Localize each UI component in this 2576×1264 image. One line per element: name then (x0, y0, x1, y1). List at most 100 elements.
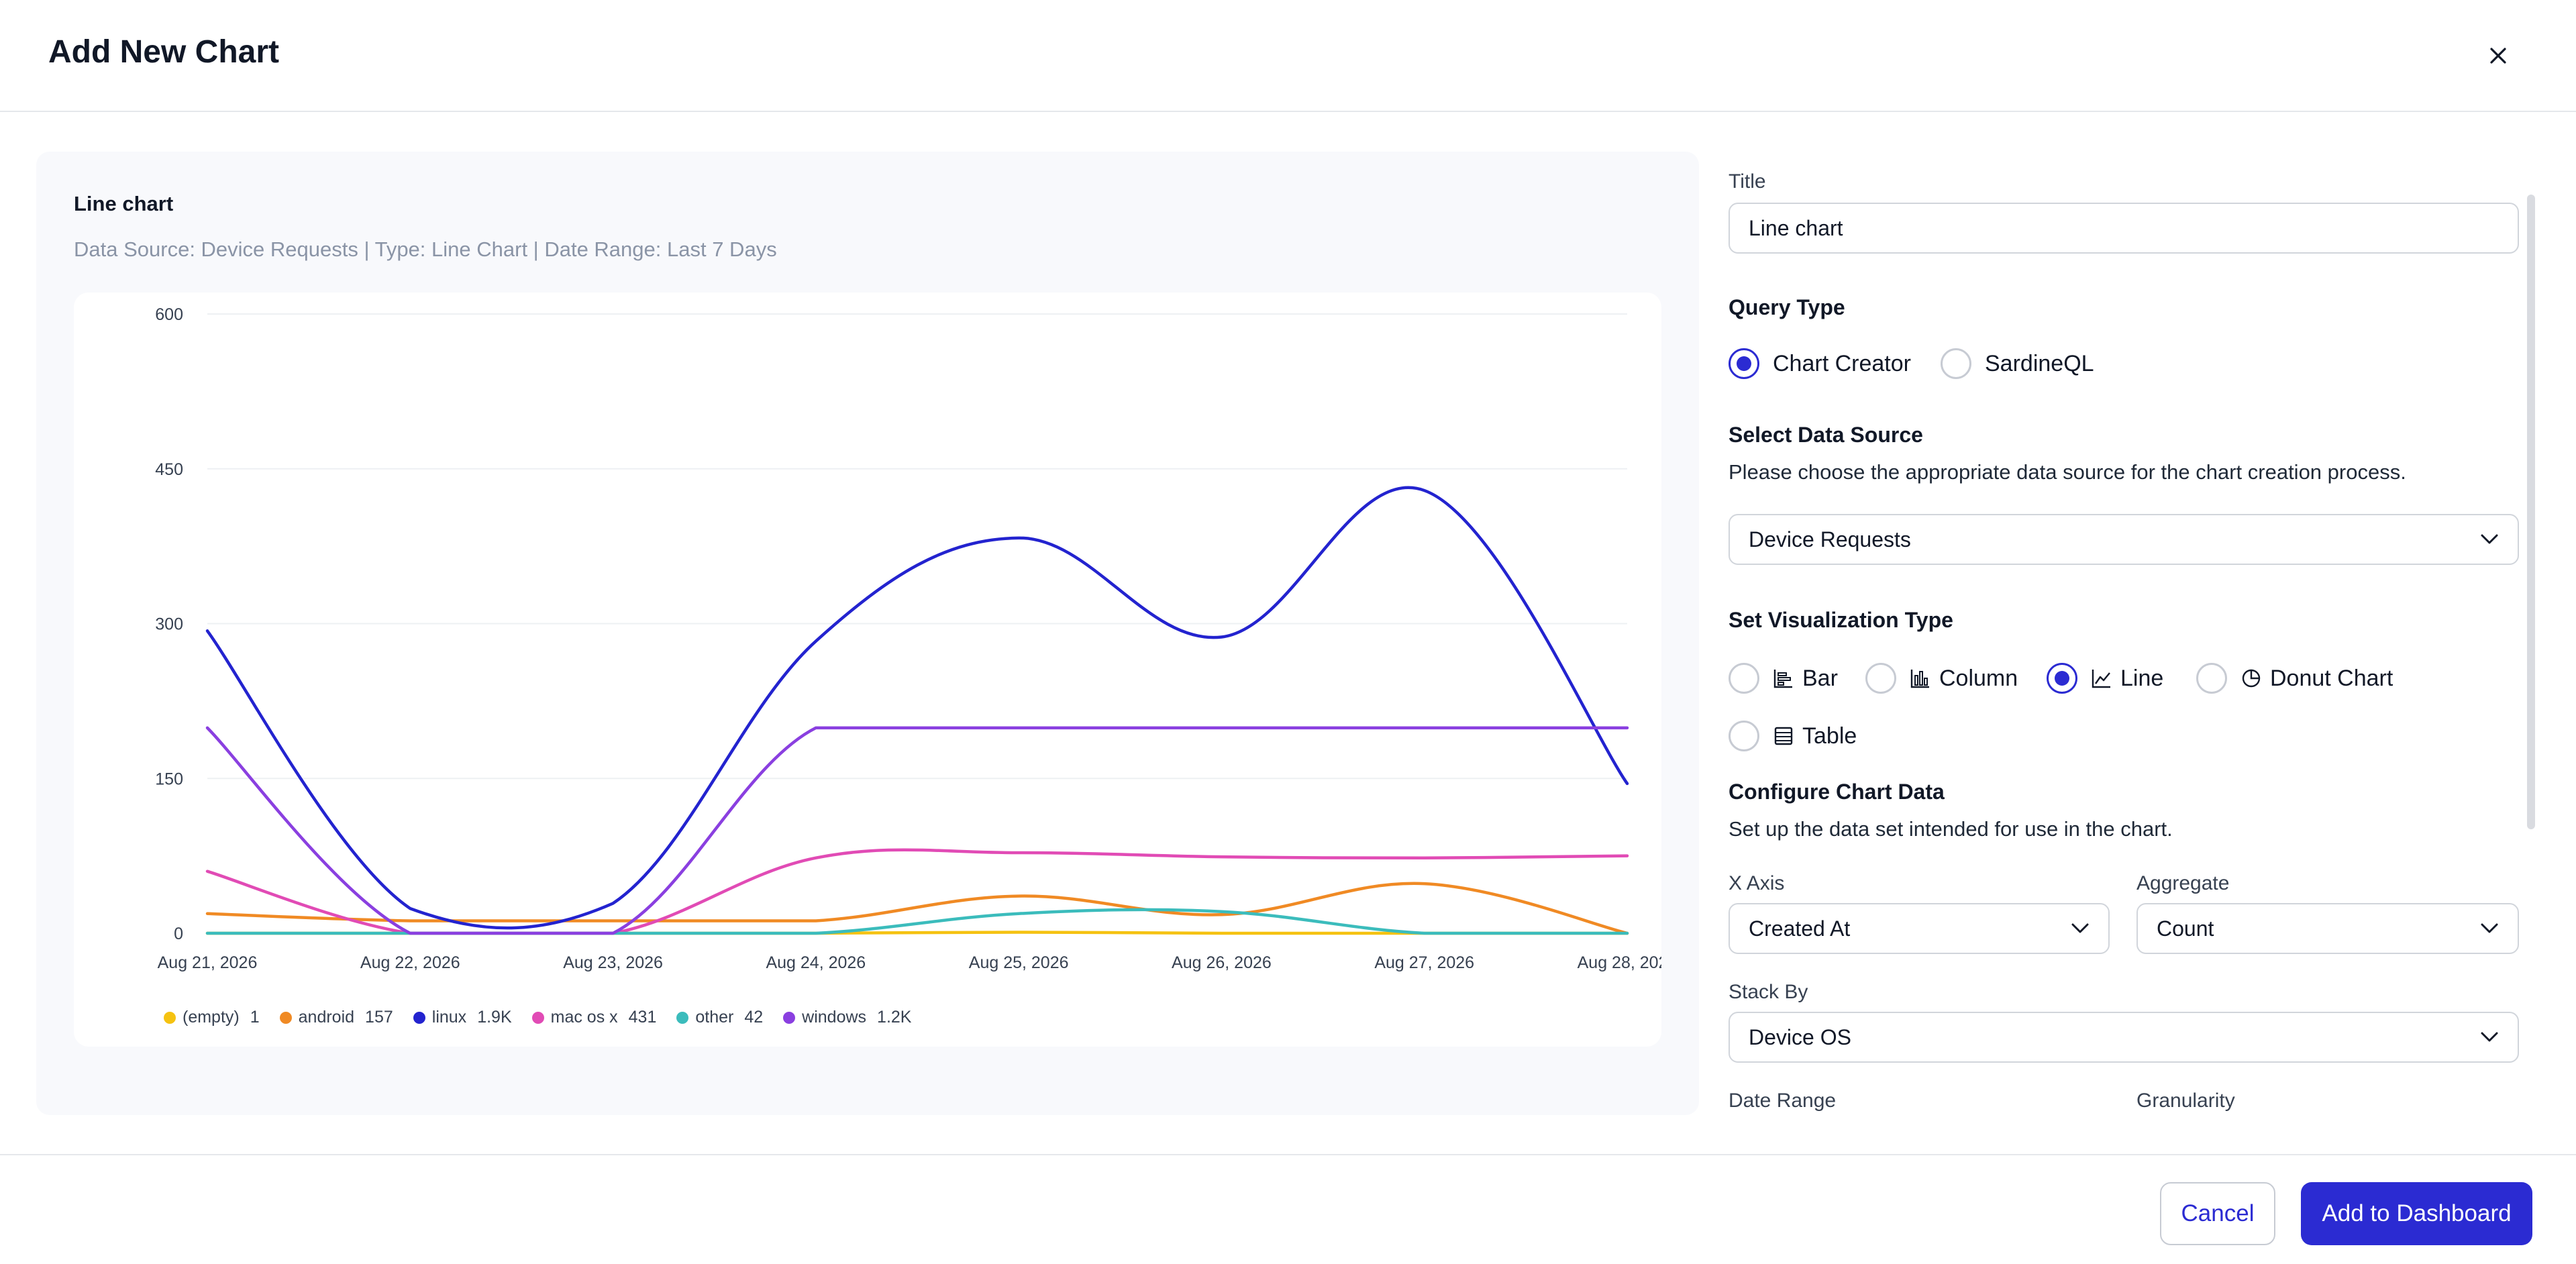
legend-item[interactable]: mac os x 431 (531, 1008, 657, 1027)
y-tick-label: 0 (174, 925, 183, 943)
y-tick-label: 150 (155, 770, 183, 788)
x-tick-label: Aug 28, 2026 (1578, 953, 1661, 972)
cancel-button[interactable]: Cancel (2160, 1182, 2275, 1245)
stack-by-select[interactable]: Device OS (1729, 1012, 2519, 1063)
preview-title: Line chart (74, 192, 174, 215)
line-chart: 600 450 300 150 0 Aug 21, 2026 Aug 22, 2026 Aug… (155, 305, 1661, 972)
stack-by-value: Device OS (1749, 1024, 1851, 1049)
configure-description: Set up the data set intended for use in … (1729, 817, 2173, 841)
viz-option-bar[interactable]: Bar (1729, 663, 1838, 694)
close-button[interactable] (2476, 34, 2520, 78)
legend-name: linux (431, 1008, 467, 1026)
add-to-dashboard-button[interactable]: Add to Dashboard (2301, 1182, 2532, 1245)
legend-name: mac os x (550, 1008, 618, 1026)
legend-item[interactable]: android 157 (279, 1008, 393, 1027)
viz-option-label: Bar (1802, 665, 1838, 691)
radio-chart-creator[interactable]: Chart Creator (1729, 348, 1911, 379)
y-tick-label: 450 (155, 460, 183, 479)
radio-indicator[interactable] (1941, 348, 1971, 379)
chart-legend: (empty) 1 android 157 linux 1.9K mac os x 431 ot… (164, 1008, 911, 1027)
viz-option-column[interactable]: Column (1865, 663, 2018, 694)
x-tick-label: Aug 21, 2026 (158, 953, 258, 972)
chart-config-form: Title Line chart Query Type Chart Creato… (1729, 152, 2520, 1115)
data-source-value: Device Requests (1749, 527, 1911, 551)
viz-option-label: Column (1939, 665, 2018, 691)
configure-heading: Configure Chart Data (1729, 780, 1945, 804)
table-icon (1774, 727, 1793, 745)
radio-label: Chart Creator (1773, 350, 1911, 376)
legend-item[interactable]: windows 1.2K (783, 1008, 911, 1027)
radio-indicator[interactable] (2196, 663, 2227, 694)
x-tick-label: Aug 23, 2026 (563, 953, 663, 972)
legend-name: other (695, 1008, 734, 1026)
legend-item[interactable]: other 42 (676, 1008, 763, 1027)
title-label: Title (1729, 170, 1766, 193)
radio-indicator[interactable] (1729, 721, 1759, 751)
x-tick-label: Aug 24, 2026 (766, 953, 866, 972)
x-axis-label: X Axis (1729, 872, 1785, 894)
title-input[interactable]: Line chart (1729, 203, 2519, 254)
query-type-heading: Query Type (1729, 295, 1845, 319)
x-tick-label: Aug 22, 2026 (360, 953, 460, 972)
legend-dot (164, 1011, 176, 1024)
legend-name: android (298, 1008, 355, 1026)
radio-indicator-selected[interactable] (1729, 348, 1759, 379)
legend-item[interactable]: linux 1.9K (413, 1008, 512, 1027)
legend-dot (783, 1011, 796, 1024)
bar-chart-icon (1773, 670, 1792, 688)
legend-name: windows (802, 1008, 867, 1026)
column-chart-icon (1910, 670, 1929, 688)
aggregate-label: Aggregate (2136, 872, 2230, 894)
x-tick-label: Aug 27, 2026 (1374, 953, 1474, 972)
series-line-linux[interactable] (205, 486, 1629, 930)
viz-option-label: Line (2120, 665, 2164, 691)
x-tick-label: Aug 26, 2026 (1172, 953, 1272, 972)
series-line-android[interactable] (205, 882, 1629, 935)
series-line-windows[interactable] (205, 726, 1629, 935)
radio-label: SardineQL (1985, 350, 2094, 376)
chevron-down-icon (2481, 534, 2498, 544)
radio-indicator[interactable] (1729, 663, 1759, 694)
granularity-label: Granularity (2136, 1090, 2235, 1112)
legend-dot (531, 1011, 544, 1024)
legend-dot (676, 1011, 689, 1024)
form-scrollbar[interactable] (2527, 195, 2535, 829)
legend-dot (279, 1011, 292, 1024)
aggregate-value: Count (2157, 916, 2214, 941)
x-tick-label: Aug 25, 2026 (969, 953, 1069, 972)
legend-item[interactable]: (empty) 1 (164, 1008, 260, 1027)
donut-chart-icon (2242, 669, 2261, 688)
viz-type-heading: Set Visualization Type (1729, 608, 1953, 632)
modal-footer (0, 1154, 2576, 1264)
y-tick-label: 600 (155, 305, 183, 324)
data-source-description: Please choose the appropriate data sourc… (1729, 460, 2406, 484)
legend-name: (empty) (183, 1008, 240, 1026)
data-source-heading: Select Data Source (1729, 423, 1923, 447)
aggregate-select[interactable]: Count (2136, 903, 2519, 954)
radio-indicator[interactable] (1865, 663, 1896, 694)
title-input-value: Line chart (1749, 215, 1843, 240)
modal-title: Add New Chart (48, 34, 280, 70)
line-chart-icon (2092, 670, 2110, 688)
viz-option-line[interactable]: Line (2047, 663, 2163, 694)
close-icon (2490, 48, 2506, 64)
legend-total: 157 (365, 1008, 393, 1026)
chart-card: 600 450 300 150 0 Aug 21, 2026 Aug 22, 2026 Aug… (74, 293, 1661, 1047)
viz-option-donut[interactable]: Donut Chart (2196, 663, 2393, 694)
viz-option-table[interactable]: Table (1729, 721, 1857, 751)
x-axis-select[interactable]: Created At (1729, 903, 2110, 954)
legend-total: 431 (628, 1008, 657, 1026)
radio-indicator-selected[interactable] (2047, 663, 2077, 694)
radio-sardineql[interactable]: SardineQL (1941, 348, 2094, 379)
viz-option-label: Table (1802, 723, 1857, 749)
data-source-select[interactable]: Device Requests (1729, 514, 2519, 565)
viz-option-label: Donut Chart (2270, 665, 2393, 691)
chart-preview-panel: Line chart Data Source: Device Requests … (36, 152, 1699, 1115)
legend-dot (413, 1011, 425, 1024)
chevron-down-icon (2071, 923, 2089, 933)
legend-total: 1 (250, 1008, 260, 1026)
date-range-label: Date Range (1729, 1090, 1837, 1112)
modal-header: Add New Chart (0, 0, 2576, 112)
chevron-down-icon (2481, 923, 2498, 933)
preview-subtitle: Data Source: Device Requests | Type: Lin… (74, 238, 777, 261)
